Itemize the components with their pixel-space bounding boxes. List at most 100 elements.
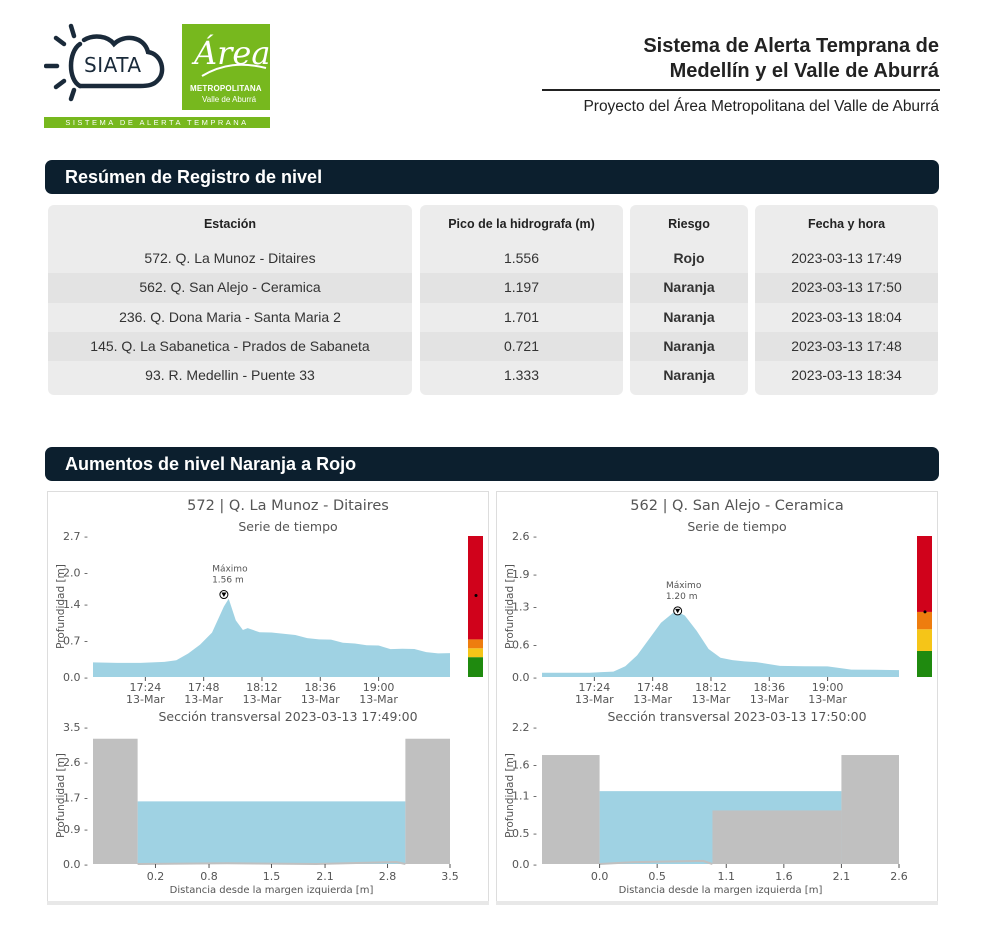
section-y-tick: 1.7 -	[63, 791, 88, 804]
table-cell: 93. R. Medellin - Puente 33	[145, 367, 315, 384]
risk-badge: Naranja	[663, 308, 715, 325]
y-tick-label: 0.6 -	[512, 638, 537, 651]
title-rule	[542, 89, 940, 91]
section-y-tick: 1.1 -	[512, 790, 537, 803]
risk-badge: Rojo	[673, 250, 705, 266]
y-tick-label: 2.7 -	[63, 530, 88, 543]
x-tick-date: 13-Mar	[750, 693, 789, 706]
bank	[542, 755, 600, 864]
section-x-label: Distancia desde la margen izquierda [m]	[619, 885, 823, 896]
peak-value: 1.56 m	[212, 576, 244, 586]
column-header-estacion: Estación	[203, 217, 257, 231]
y-tick-label: 2.6 -	[512, 530, 537, 543]
x-tick-date: 13-Mar	[301, 693, 340, 706]
title-line-1: Sistema de Alerta Temprana de	[643, 35, 939, 57]
table-cell: 572. Q. La Munoz - Ditaires	[144, 250, 316, 266]
series-area	[542, 611, 899, 677]
section-y-label: Profundidad [m]	[504, 753, 516, 838]
section-title: Sección transversal 2023-03-13 17:50:00	[607, 709, 866, 724]
x-tick-label: 17:24	[130, 681, 162, 694]
chart-title: 572 | Q. La Munoz - Ditaires	[187, 498, 389, 514]
risk-badge: Naranja	[663, 367, 715, 384]
y-tick-label: 1.4 -	[63, 598, 88, 611]
section-title: Sección transversal 2023-03-13 17:49:00	[158, 709, 417, 724]
y-tick-label: 1.9 -	[512, 568, 537, 581]
section-y-tick: 2.6 -	[63, 756, 88, 769]
area-valle-label: Valle de Aburrá	[202, 95, 257, 104]
x-tick-date: 13-Mar	[808, 693, 847, 706]
table-cell: 1.701	[503, 308, 540, 325]
table-cell: 0.721	[420, 331, 623, 362]
y-tick-label: 1.3 -	[512, 601, 537, 614]
risk-badge: Naranja	[630, 273, 748, 303]
bank	[712, 810, 842, 864]
y-axis-label: Profundidad [m]	[55, 564, 67, 649]
table-cell: 2023-03-13 18:04	[791, 308, 902, 325]
risk-level-marker	[474, 594, 478, 598]
page-subtitle: Proyecto del Área Metropolitana del Vall…	[583, 98, 939, 115]
chart-562: 562 | Q. San Alejo - Ceramica Serie de ti…	[504, 498, 932, 896]
section-x-tick-label: 1.1	[718, 870, 736, 883]
risk-bar-segment	[917, 650, 932, 677]
x-tick-date: 13-Mar	[633, 693, 672, 706]
x-tick-date: 13-Mar	[243, 693, 282, 706]
panel-footer	[496, 901, 938, 905]
column-estacion: Estación 572. Q. La Munoz - Ditaires 562…	[48, 205, 412, 395]
table-cell: 1.197	[420, 273, 623, 303]
risk-badge: Naranja	[630, 331, 748, 362]
risk-bar-segment	[468, 648, 483, 658]
channel-bed	[599, 859, 713, 865]
section-x-tick-label: 2.1	[316, 870, 334, 883]
table-cell: 145. Q. La Sabanetica - Prados de Sabane…	[48, 331, 412, 362]
y-tick-label: 0.0 -	[512, 671, 537, 684]
logos: SIATA Área METROPOLITANA Valle de Aburrá…	[43, 22, 270, 129]
section-y-tick: 0.9 -	[63, 823, 88, 836]
section-x-tick-label: 1.6	[775, 870, 793, 883]
sun-cloud-icon	[43, 23, 165, 102]
increases-section-header: Aumentos de nivel Naranja a Rojo	[45, 447, 939, 481]
x-tick-label: 18:36	[753, 681, 785, 694]
section-x-tick-label: 0.0	[591, 870, 609, 883]
chart-panel-572: 572 | Q. La Munoz - Ditaires Serie de tie…	[47, 491, 489, 904]
column-header-riesgo: Riesgo	[668, 217, 710, 231]
bank	[405, 738, 450, 864]
section-x-tick-label: 3.5	[441, 870, 459, 883]
summary-section-header: Resúmen de Registro de nivel	[45, 160, 939, 194]
title-line-2: Medellín y el Valle de Aburrá	[669, 60, 939, 82]
area-metro-label: METROPOLITANA	[190, 84, 262, 93]
column-riesgo: Riesgo Rojo Naranja Naranja Naranja Nara…	[630, 205, 748, 395]
section-y-tick: 1.6 -	[512, 758, 537, 771]
series-area	[93, 598, 450, 677]
table-cell: 2023-03-13 18:34	[791, 367, 902, 384]
y-tick-label: 2.0 -	[63, 567, 88, 580]
column-header-fecha: Fecha y hora	[807, 217, 886, 231]
chart-572: 572 | Q. La Munoz - Ditaires Serie de tie…	[55, 498, 483, 896]
section-y-tick: 2.2 -	[512, 721, 537, 734]
peak-label: Máximo	[666, 581, 702, 591]
chart-subtitle: Serie de tiempo	[238, 519, 337, 534]
table-cell: 1.556	[503, 250, 540, 266]
peak-arrow	[221, 592, 227, 598]
siata-wordmark: SIATA	[84, 53, 142, 77]
bank	[93, 738, 138, 864]
sat-band: SISTEMA DE ALERTA TEMPRANA	[44, 117, 270, 128]
column-fecha: Fecha y hora 2023-03-13 17:49 2023-03-13…	[755, 205, 938, 395]
x-tick-date: 13-Mar	[692, 693, 731, 706]
x-tick-date: 13-Mar	[126, 693, 165, 706]
x-tick-label: 18:36	[304, 681, 336, 694]
section-x-tick-label: 2.8	[379, 870, 397, 883]
table-cell: 2023-03-13 17:48	[755, 331, 938, 362]
section-x-tick-label: 2.1	[833, 870, 851, 883]
section-x-tick-label: 1.5	[263, 870, 281, 883]
table-cell: 562. Q. San Alejo - Ceramica	[48, 273, 412, 303]
x-tick-label: 17:48	[188, 681, 220, 694]
x-tick-date: 13-Mar	[359, 693, 398, 706]
risk-level-marker	[923, 610, 927, 614]
section-x-tick-label: 0.8	[200, 870, 218, 883]
risk-bar-segment	[917, 536, 932, 612]
section-y-tick: 3.5 -	[63, 721, 88, 734]
channel-bed	[137, 860, 406, 866]
area-metropolitana-logo: Área METROPOLITANA Valle de Aburrá	[182, 24, 270, 110]
x-tick-label: 17:24	[579, 681, 611, 694]
section-y-tick: 0.5 -	[512, 827, 537, 840]
